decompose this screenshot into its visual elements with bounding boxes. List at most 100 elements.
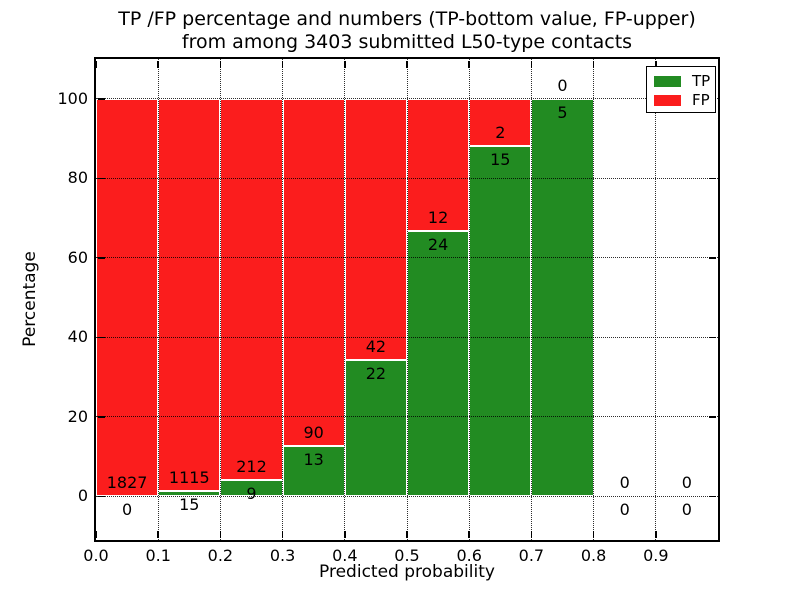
fp-count-label: 1115 [168, 467, 210, 487]
x-tick-mark-top [406, 61, 408, 68]
x-tick-mark-top [468, 61, 470, 68]
grid-line-vertical [593, 59, 595, 540]
x-tick-label: 0.8 [580, 546, 607, 565]
y-tick-mark [98, 495, 105, 498]
y-tick-mark [98, 98, 105, 100]
grid-line-horizontal [96, 257, 718, 259]
x-tick-label: 0.2 [207, 546, 234, 565]
y-tick-label: 60 [67, 247, 88, 267]
grid-line-vertical [655, 59, 657, 540]
x-tick-label: 0.7 [518, 546, 545, 565]
x-tick-label: 0.5 [394, 546, 420, 565]
x-tick-mark [530, 531, 533, 538]
x-tick-mark-top [219, 61, 222, 68]
fp-count-label: 90 [303, 423, 324, 443]
x-tick-mark [95, 531, 97, 538]
grid-line-vertical [282, 59, 284, 540]
x-tick-label: 0.1 [145, 546, 171, 565]
grid-line-vertical [530, 59, 532, 540]
tp-count-label: 24 [427, 235, 449, 255]
grid-line-horizontal [96, 336, 718, 338]
x-tick-mark-top [530, 61, 533, 68]
grid-line-horizontal [96, 495, 718, 497]
fp-count-label: 1827 [106, 473, 148, 493]
x-tick-mark [406, 531, 408, 538]
y-tick-mark-right [709, 336, 716, 338]
y-tick-mark-right [709, 257, 716, 259]
y-tick-label: 80 [67, 168, 88, 188]
tp-count-label: 15 [179, 494, 200, 514]
fp-count-label: 42 [365, 336, 387, 356]
grid-line-vertical [406, 59, 408, 540]
chart-title-line1: TP /FP percentage and numbers (TP-bottom… [118, 8, 696, 30]
legend: TP FP [646, 66, 716, 113]
y-tick-mark-right [709, 416, 716, 418]
y-tick-mark [98, 336, 105, 338]
y-tick-mark [98, 257, 105, 259]
x-tick-label: 0.9 [643, 546, 669, 565]
tp-count-label: 13 [303, 450, 324, 470]
grid-line-vertical [157, 59, 159, 540]
fp-bar-segment [158, 98, 221, 491]
fp-bar-segment [282, 98, 345, 447]
y-axis-label: Percentage [20, 251, 40, 347]
fp-count-label: 0 [619, 473, 630, 493]
y-tick-mark [98, 177, 105, 179]
tp-bar-segment [220, 480, 283, 497]
legend-label-tp: TP [692, 72, 711, 90]
fp-count-label: 212 [236, 457, 267, 477]
grid-line-vertical [219, 59, 221, 540]
tp-count-label: 0 [619, 500, 630, 520]
x-tick-mark [219, 531, 222, 538]
x-tick-mark [655, 531, 657, 538]
chart-title: TP /FP percentage and numbers (TP-bottom… [96, 8, 718, 54]
grid-line-vertical [344, 59, 346, 540]
x-tick-label: 0.4 [332, 546, 358, 565]
fp-bar-segment [407, 98, 470, 232]
tp-bar-segment [531, 98, 594, 497]
tp-bar-segment [469, 145, 532, 497]
x-tick-mark [281, 531, 284, 538]
y-tick-mark-right [709, 495, 716, 498]
fp-bar-segment [96, 98, 159, 497]
y-tick-label: 0 [77, 486, 88, 506]
x-tick-mark-top [157, 61, 159, 68]
fp-color-swatch-icon [654, 95, 681, 106]
fp-bar-segment [469, 98, 532, 146]
x-tick-mark-top [655, 61, 657, 68]
grid-line-horizontal [96, 177, 718, 179]
tp-count-label: 9 [246, 484, 257, 504]
x-tick-mark [592, 531, 595, 538]
axes-frame [94, 57, 720, 542]
grid-line-vertical [468, 59, 470, 540]
grid-line-horizontal [96, 98, 718, 100]
tp-count-label: 0 [681, 500, 692, 520]
tp-bar-segment [158, 490, 221, 497]
x-tick-mark-top [281, 61, 284, 68]
chart-title-line2: from among 3403 submitted L50-type conta… [181, 31, 633, 53]
tp-bar-segment [407, 231, 470, 497]
tp-count-label: 15 [490, 149, 511, 169]
x-tick-mark [157, 531, 159, 538]
x-tick-label: 0.0 [83, 546, 109, 565]
tp-count-label: 22 [365, 363, 387, 383]
x-tick-label: 0.6 [456, 546, 482, 565]
x-tick-mark-top [95, 61, 97, 68]
legend-label-fp: FP [692, 91, 710, 109]
y-tick-label: 100 [57, 88, 88, 108]
tp-color-swatch-icon [654, 76, 681, 87]
y-tick-mark [98, 416, 105, 418]
legend-item-fp: FP [654, 91, 715, 110]
y-tick-label: 40 [67, 327, 88, 347]
x-tick-label: 0.3 [269, 546, 296, 565]
fp-count-label: 2 [495, 122, 506, 142]
tp-count-label: 5 [557, 102, 568, 122]
x-axis-label: Predicted probability [319, 562, 495, 582]
x-tick-mark-top [344, 61, 346, 68]
fp-count-label: 12 [427, 208, 449, 228]
fp-bar-segment [344, 98, 407, 360]
x-tick-mark-top [592, 61, 595, 68]
grid-line-horizontal [96, 416, 718, 418]
legend-item-tp: TP [654, 72, 715, 91]
